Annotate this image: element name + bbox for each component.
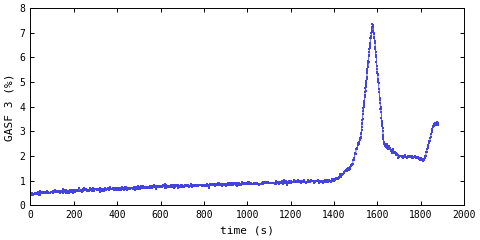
X-axis label: time (s): time (s) <box>220 226 274 236</box>
Y-axis label: GASF 3 (%): GASF 3 (%) <box>4 73 14 141</box>
